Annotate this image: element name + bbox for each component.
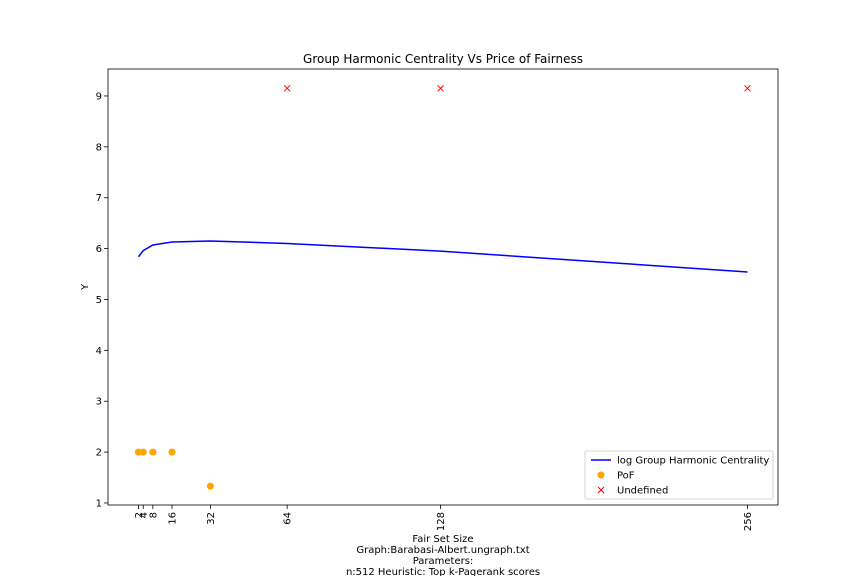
x-tick-label: 64 [283,512,294,525]
y-tick-label: 4 [96,346,102,357]
legend-entry: log Group Harmonic Centrality [591,456,769,467]
x-tick-label: 2 [134,512,145,518]
x-axis-label-line: Graph:Barabasi-Albert.ungraph.txt [356,545,529,556]
series-line-log-group-harmonic-centrality [137,240,748,273]
x-tick-label: 32 [206,512,217,525]
x-axis-label-line: n:512 Heuristic: Top k-Pagerank scores [346,567,540,576]
pof-point [139,448,147,456]
undefined-point [744,84,751,92]
x-tick-label: 128 [436,512,447,531]
x-axis-label-line: Parameters: [413,556,474,567]
undefined-point-stroke [744,84,751,92]
y-axis-label: Y [80,283,91,291]
y-tick-label: 2 [96,448,102,459]
chart-title: Group Harmonic Centrality Vs Price of Fa… [303,52,583,66]
legend: log Group Harmonic Centrality PoF Undefine… [584,450,774,500]
legend-x-swatch [597,486,605,494]
x-tick-label: 16 [168,512,179,525]
pof-point [168,448,176,456]
x-axis-label-line: Fair Set Size [412,534,473,545]
y-tick-label: 8 [96,142,102,153]
y-tick-label: 5 [96,295,102,306]
legend-box [584,450,774,500]
y-tick-label: 7 [96,193,102,204]
pof-point [206,482,214,490]
pof-point [134,448,142,456]
legend-label: Undefined [617,486,668,497]
y-tick-label: 6 [96,244,102,255]
undefined-point [283,84,291,92]
x-axis-label: Fair Set Size Graph:Barabasi-Albert.ungr… [346,534,540,576]
legend-circle-swatch [597,471,605,479]
legend-label: PoF [617,471,635,482]
legend-entry: Undefined [597,486,668,497]
x-tick-label: 4 [139,512,150,518]
axes-frame [107,68,779,506]
undefined-point-stroke [283,84,291,92]
x-tick-label: 8 [148,512,159,518]
y-tick-label: 9 [96,91,102,102]
legend-entry: PoF [597,471,635,482]
series-layer [134,84,751,490]
undefined-point-stroke [437,84,444,92]
x-tick-label: 256 [743,512,754,531]
pof-point [149,448,157,456]
undefined-point [437,84,444,92]
y-tick-label: 1 [96,498,102,509]
legend-label: log Group Harmonic Centrality [617,456,769,467]
plot-area [107,68,779,506]
y-tick-label: 3 [96,397,102,408]
y-axis: 1 2 3 4 5 6 7 8 9 [96,91,108,509]
x-axis: 248 16 32 64 128 256 [134,505,754,531]
